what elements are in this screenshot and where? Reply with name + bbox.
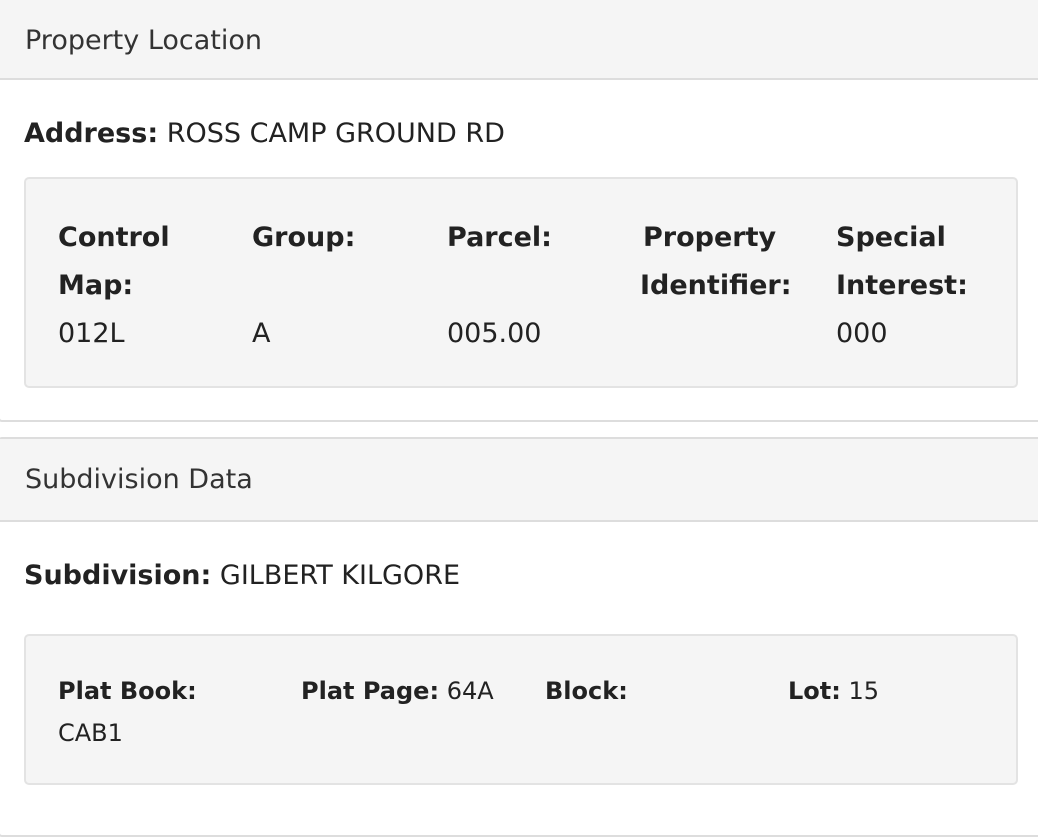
field-label: Interest: [836, 270, 968, 301]
panel-heading: Property Location [0, 0, 1038, 80]
field-label: Block: [545, 677, 628, 705]
field-label [252, 262, 355, 310]
address-value: ROSS CAMP GROUND RD [166, 118, 505, 149]
field-block: Block: [545, 670, 628, 712]
field-label: Parcel: [447, 222, 552, 253]
field-parcel: Parcel: 005.00 [447, 214, 552, 358]
field-label: Property [643, 222, 777, 253]
panel-title: Property Location [25, 24, 263, 56]
plat-info-well: Plat Book: CAB1 Plat Page: 64A Block: Lo… [24, 634, 1018, 785]
subdivision-value: GILBERT KILGORE [219, 560, 461, 591]
subdivision-label: Subdivision: [24, 560, 212, 591]
address-line: Address: ROSS CAMP GROUND RD [24, 118, 505, 149]
field-label: Control [58, 222, 170, 253]
address-label: Address: [24, 118, 159, 149]
field-label: Identifier: [640, 270, 792, 301]
field-special-interest: Special Interest: 000 [836, 214, 968, 358]
field-value: 15 [848, 677, 880, 705]
field-value: 64A [446, 677, 494, 705]
field-plat-book: Plat Book: CAB1 [58, 670, 258, 754]
subdivision-line: Subdivision: GILBERT KILGORE [24, 560, 460, 591]
parcel-info-well: Control Map: 012L Group: A Parcel: 005.0… [24, 177, 1018, 388]
field-label: Plat Page: [301, 677, 440, 705]
panel-title: Subdivision Data [25, 464, 253, 495]
field-group: Group: A [252, 214, 355, 358]
field-plat-page: Plat Page: 64A [301, 670, 494, 712]
field-control-map: Control Map: 012L [58, 214, 170, 358]
field-label: Plat Book: [58, 677, 197, 705]
field-property-identifier: Property Identifier: [640, 214, 792, 310]
field-label: Group: [252, 222, 356, 253]
field-label: Special [836, 222, 946, 253]
field-value: 000 [836, 318, 888, 349]
panel-heading: Subdivision Data [0, 439, 1038, 522]
field-label: Lot: [788, 677, 841, 705]
field-value: 012L [58, 318, 125, 349]
field-value: A [252, 318, 271, 349]
field-label [447, 262, 552, 310]
field-lot: Lot: 15 [788, 670, 879, 712]
field-label: Map: [58, 270, 134, 301]
field-value: CAB1 [58, 719, 123, 747]
field-value: 005.00 [447, 318, 542, 349]
